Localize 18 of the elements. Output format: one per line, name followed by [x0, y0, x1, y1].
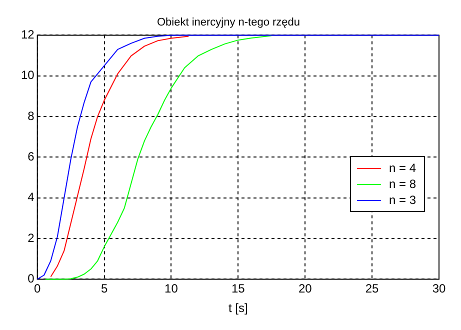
x-tick-label: 25	[365, 282, 380, 296]
x-axis-title: t [s]	[228, 301, 248, 316]
legend-label: n = 8	[388, 177, 416, 191]
x-tick-label: 15	[231, 282, 246, 296]
x-tick-label: 30	[432, 282, 446, 296]
chart-title: Obiekt inercyjny n-tego rzędu	[156, 16, 300, 29]
x-tick-label: 5	[100, 282, 108, 296]
legend-label: n = 3	[388, 193, 416, 207]
y-tick-label: 0	[28, 272, 35, 286]
y-tick-label: 4	[28, 190, 35, 204]
x-tick-label: 20	[298, 282, 312, 296]
x-tick-label: 10	[164, 282, 178, 296]
y-tick-label: 6	[28, 150, 35, 164]
y-tick-label: 8	[28, 108, 35, 123]
y-tick-label: 12	[20, 28, 35, 42]
legend-label: n = 4	[388, 161, 416, 175]
y-tick-label: 2	[28, 230, 35, 245]
y-tick-label: 10	[20, 68, 35, 82]
